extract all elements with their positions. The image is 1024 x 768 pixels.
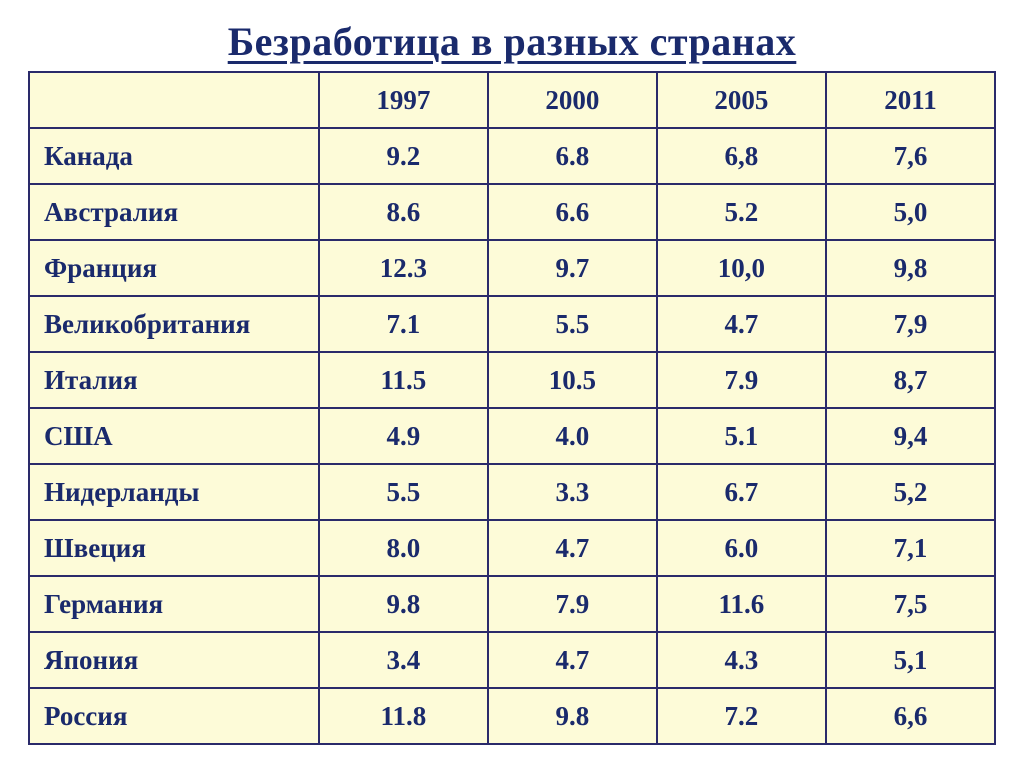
value-cell: 7.1 (319, 296, 488, 352)
value-cell: 6.0 (657, 520, 826, 576)
value-cell: 10.5 (488, 352, 657, 408)
country-cell: Великобритания (29, 296, 319, 352)
value-cell: 6,6 (826, 688, 995, 744)
value-cell: 4.7 (488, 632, 657, 688)
country-cell: США (29, 408, 319, 464)
value-cell: 12.3 (319, 240, 488, 296)
table-row: Австралия 8.6 6.6 5.2 5,0 (29, 184, 995, 240)
header-2011: 2011 (826, 72, 995, 128)
value-cell: 7,6 (826, 128, 995, 184)
slide: Безработица в разных странах 1997 2000 2… (0, 0, 1024, 768)
value-cell: 6,8 (657, 128, 826, 184)
value-cell: 4.3 (657, 632, 826, 688)
value-cell: 5.1 (657, 408, 826, 464)
value-cell: 9.7 (488, 240, 657, 296)
value-cell: 9,8 (826, 240, 995, 296)
header-2005: 2005 (657, 72, 826, 128)
country-cell: Германия (29, 576, 319, 632)
value-cell: 7.2 (657, 688, 826, 744)
country-cell: Австралия (29, 184, 319, 240)
value-cell: 4.7 (657, 296, 826, 352)
header-blank (29, 72, 319, 128)
table-row: Россия 11.8 9.8 7.2 6,6 (29, 688, 995, 744)
value-cell: 9,4 (826, 408, 995, 464)
value-cell: 5,0 (826, 184, 995, 240)
value-cell: 7,5 (826, 576, 995, 632)
value-cell: 6.8 (488, 128, 657, 184)
value-cell: 8.6 (319, 184, 488, 240)
value-cell: 8,7 (826, 352, 995, 408)
value-cell: 9.8 (488, 688, 657, 744)
value-cell: 6.6 (488, 184, 657, 240)
header-1997: 1997 (319, 72, 488, 128)
value-cell: 3.3 (488, 464, 657, 520)
value-cell: 11.6 (657, 576, 826, 632)
value-cell: 9.2 (319, 128, 488, 184)
value-cell: 5.2 (657, 184, 826, 240)
value-cell: 6.7 (657, 464, 826, 520)
value-cell: 3.4 (319, 632, 488, 688)
table-row: США 4.9 4.0 5.1 9,4 (29, 408, 995, 464)
table-row: Канада 9.2 6.8 6,8 7,6 (29, 128, 995, 184)
table-row: Нидерланды 5.5 3.3 6.7 5,2 (29, 464, 995, 520)
value-cell: 7.9 (657, 352, 826, 408)
value-cell: 4.0 (488, 408, 657, 464)
value-cell: 4.7 (488, 520, 657, 576)
country-cell: Франция (29, 240, 319, 296)
value-cell: 4.9 (319, 408, 488, 464)
value-cell: 5.5 (319, 464, 488, 520)
country-cell: Япония (29, 632, 319, 688)
value-cell: 5.5 (488, 296, 657, 352)
value-cell: 11.8 (319, 688, 488, 744)
value-cell: 11.5 (319, 352, 488, 408)
value-cell: 5,2 (826, 464, 995, 520)
table-row: Франция 12.3 9.7 10,0 9,8 (29, 240, 995, 296)
table-row: Великобритания 7.1 5.5 4.7 7,9 (29, 296, 995, 352)
value-cell: 5,1 (826, 632, 995, 688)
unemployment-table: 1997 2000 2005 2011 Канада 9.2 6.8 6,8 7… (28, 71, 996, 745)
country-cell: Нидерланды (29, 464, 319, 520)
value-cell: 7,9 (826, 296, 995, 352)
page-title: Безработица в разных странах (28, 18, 996, 65)
country-cell: Канада (29, 128, 319, 184)
value-cell: 10,0 (657, 240, 826, 296)
value-cell: 7.9 (488, 576, 657, 632)
country-cell: Россия (29, 688, 319, 744)
country-cell: Италия (29, 352, 319, 408)
header-2000: 2000 (488, 72, 657, 128)
value-cell: 7,1 (826, 520, 995, 576)
table-header-row: 1997 2000 2005 2011 (29, 72, 995, 128)
country-cell: Швеция (29, 520, 319, 576)
value-cell: 9.8 (319, 576, 488, 632)
table-row: Германия 9.8 7.9 11.6 7,5 (29, 576, 995, 632)
table-row: Швеция 8.0 4.7 6.0 7,1 (29, 520, 995, 576)
table-row: Япония 3.4 4.7 4.3 5,1 (29, 632, 995, 688)
value-cell: 8.0 (319, 520, 488, 576)
table-row: Италия 11.5 10.5 7.9 8,7 (29, 352, 995, 408)
